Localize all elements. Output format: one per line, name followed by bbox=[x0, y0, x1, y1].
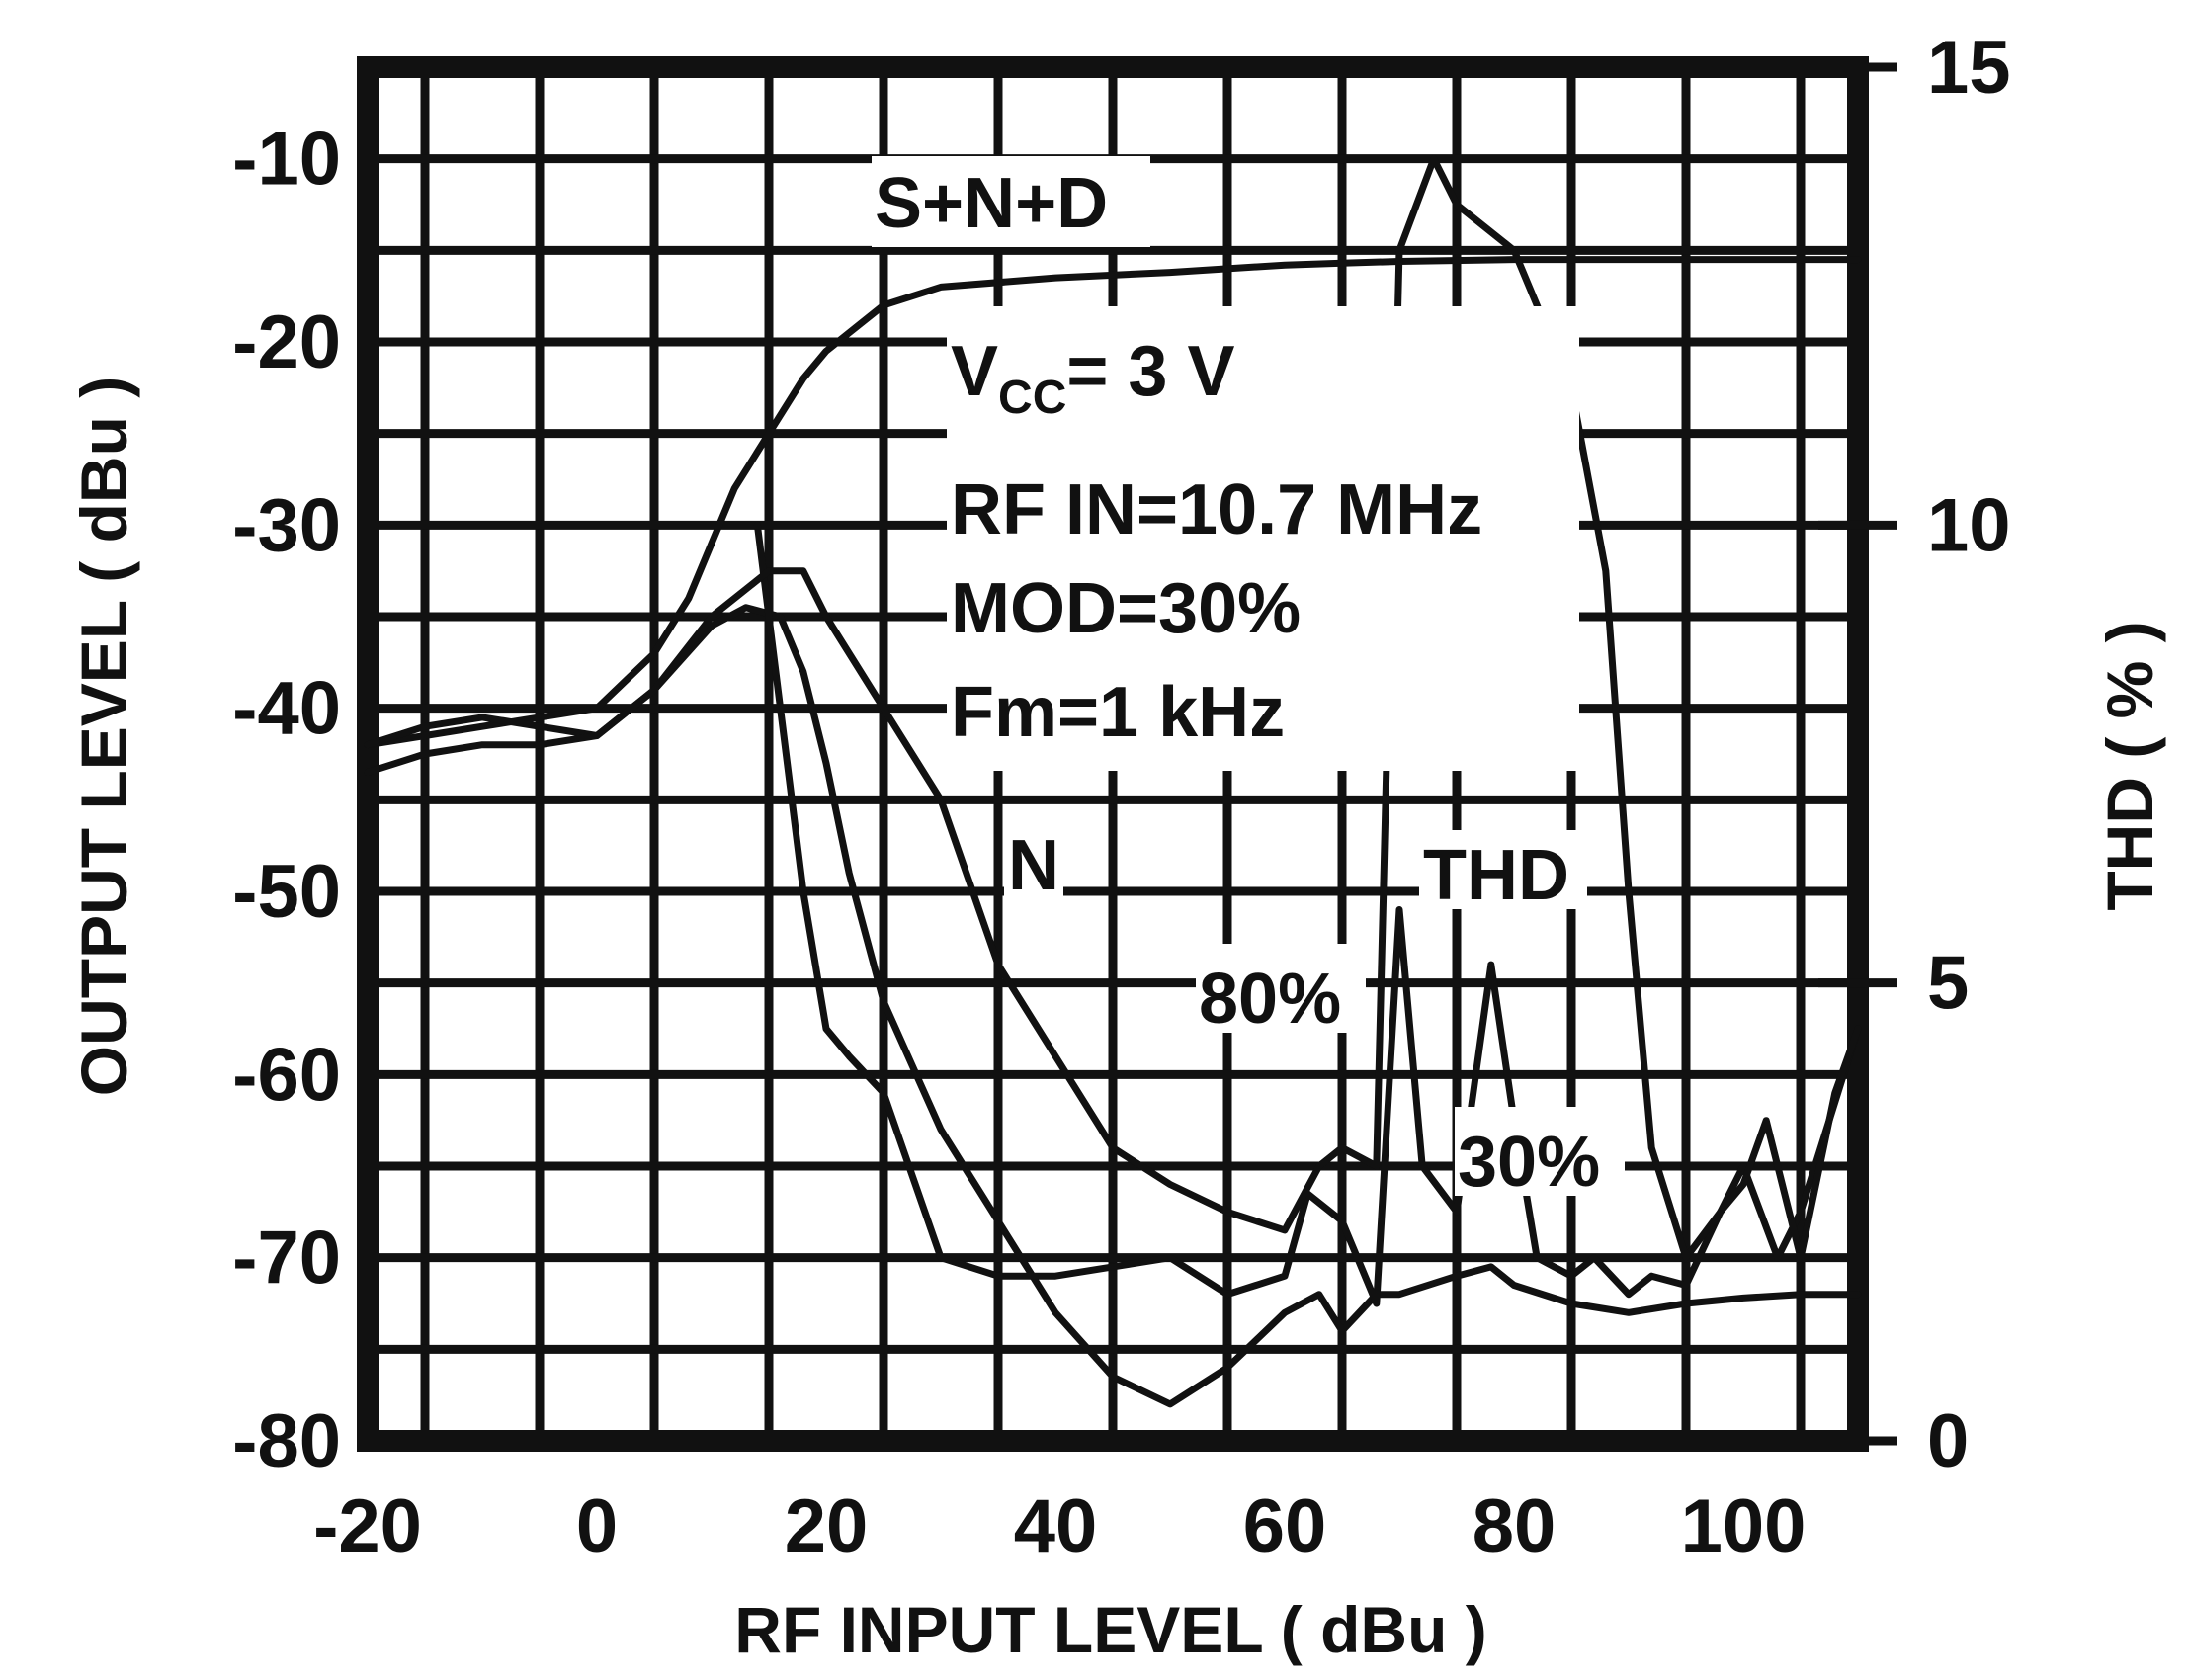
x-tick-label: 40 bbox=[1014, 1484, 1098, 1568]
fm-label: Fm=1 kHz bbox=[951, 673, 1285, 752]
thd-label-bg bbox=[1419, 830, 1587, 909]
series-line-s-n-d bbox=[364, 256, 1862, 749]
y-tick-label: -80 bbox=[232, 1399, 341, 1483]
y-tick-label: -50 bbox=[232, 850, 341, 934]
y2-tick-label: 10 bbox=[1927, 483, 2011, 567]
vcc-label: VCC= 3 V bbox=[951, 332, 1234, 424]
y-tick-label: -40 bbox=[232, 667, 341, 751]
mod-label: MOD=30% bbox=[951, 569, 1301, 648]
p30-label-bg bbox=[1455, 1107, 1625, 1196]
x-tick-label: 20 bbox=[785, 1484, 869, 1568]
y-tick-label: -60 bbox=[232, 1033, 341, 1117]
y-tick-label: -20 bbox=[232, 300, 341, 384]
x-tick-label: 100 bbox=[1681, 1484, 1807, 1568]
p80-label-bg bbox=[1196, 944, 1366, 1033]
tick-labels: -20 0 20 40 60 80 100-10-20-30-40-50-60-70-801… bbox=[232, 26, 2010, 1568]
n-label-bg bbox=[1004, 820, 1063, 899]
y2-tick-label: 0 bbox=[1927, 1399, 1969, 1483]
x-tick-label: 80 bbox=[1473, 1484, 1557, 1568]
x-axis-title: RF INPUT LEVEL ( dBu ) bbox=[734, 1593, 1486, 1666]
mod-30-label: 30% bbox=[1458, 1123, 1600, 1202]
y-tick-label: -70 bbox=[232, 1217, 341, 1301]
curves bbox=[364, 155, 1862, 1408]
series-line-thd-80- bbox=[753, 521, 1862, 1307]
y-axis-title: OUTPUT LEVEL ( dBu ) bbox=[67, 377, 140, 1096]
snd-label: S+N+D bbox=[875, 164, 1108, 243]
x-tick-label: 60 bbox=[1243, 1484, 1327, 1568]
snd-label-bg bbox=[872, 156, 1150, 247]
rf-in-label: RF IN=10.7 MHz bbox=[951, 470, 1482, 549]
plot-frame bbox=[357, 56, 1869, 1452]
n-label: N bbox=[1008, 826, 1059, 905]
x-tick-label: -20 bbox=[313, 1484, 422, 1568]
conditions-bg bbox=[947, 306, 1579, 771]
series-line-thd-30- bbox=[364, 155, 1862, 1262]
annotations: S+N+D VCC= 3 V RF IN=10.7 MHz MOD=30% Fm… bbox=[872, 156, 1625, 1202]
y-tick-label: -10 bbox=[232, 118, 341, 202]
thd-label: THD bbox=[1423, 836, 1569, 915]
x-tick-label: 0 bbox=[576, 1484, 618, 1568]
y2-tick-label: 15 bbox=[1927, 26, 2011, 110]
y2-tick-label: 5 bbox=[1927, 942, 1969, 1026]
mod-80-label: 80% bbox=[1199, 960, 1341, 1039]
y-tick-label: -30 bbox=[232, 483, 341, 567]
y2-axis-title: THD ( % ) bbox=[2093, 621, 2166, 910]
right-axis-ticks bbox=[1818, 62, 1897, 1446]
